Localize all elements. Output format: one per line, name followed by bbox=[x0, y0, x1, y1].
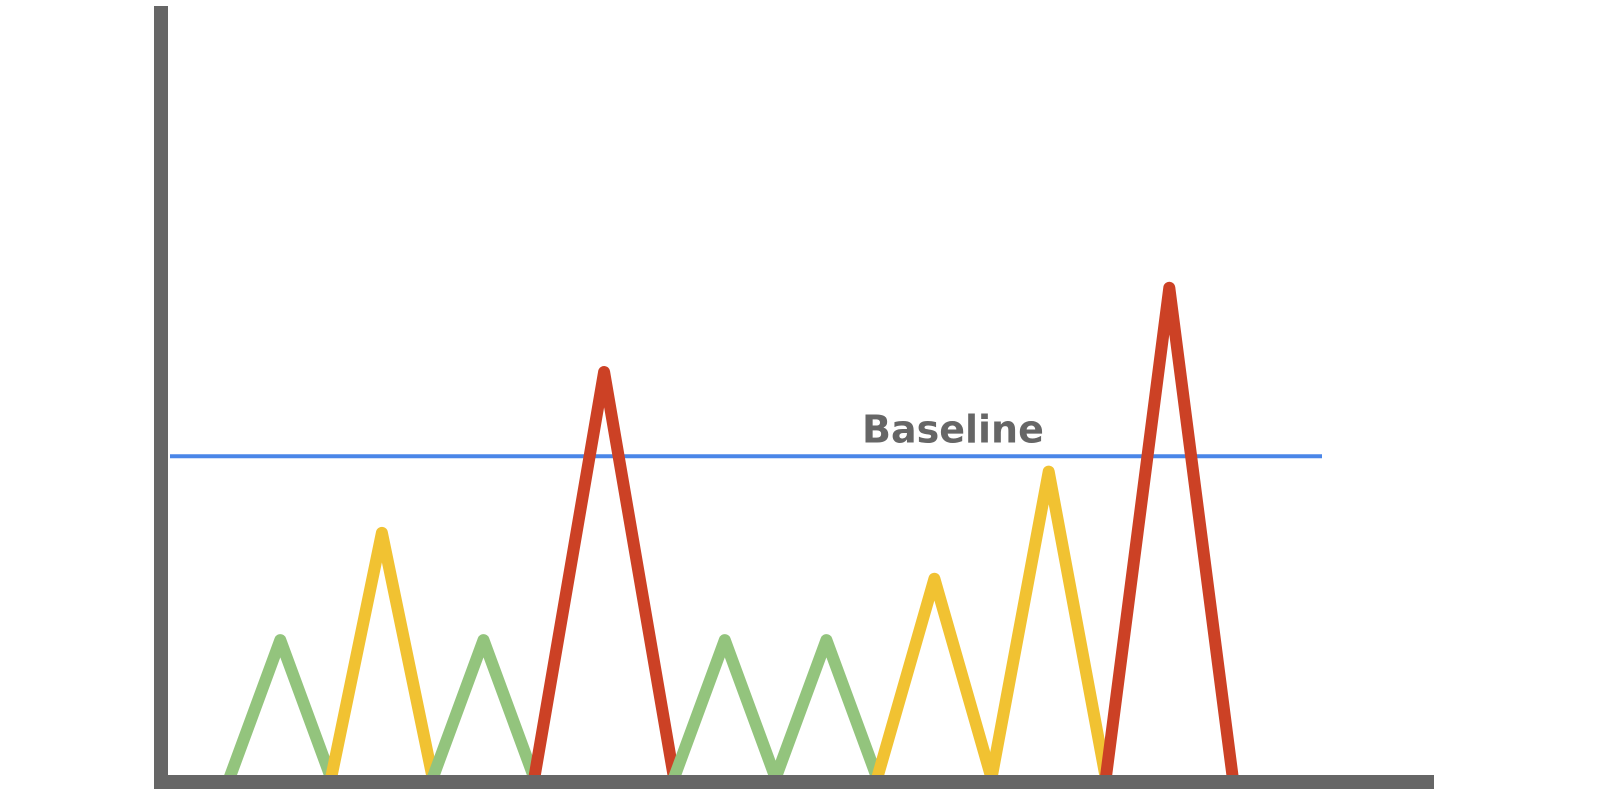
peak-7-yellow bbox=[871, 572, 998, 784]
peak-3-green bbox=[426, 634, 541, 784]
peak-8-yellow bbox=[985, 465, 1112, 784]
peak-2-yellow bbox=[325, 526, 439, 784]
baseline-label: Baseline bbox=[862, 407, 1044, 451]
peaks-series bbox=[223, 281, 1239, 784]
peak-6-green bbox=[769, 634, 884, 784]
peak-4-red bbox=[528, 366, 680, 784]
peak-5-green bbox=[668, 634, 782, 784]
peak-9-red bbox=[1099, 281, 1239, 784]
peak-1-green bbox=[223, 634, 338, 784]
